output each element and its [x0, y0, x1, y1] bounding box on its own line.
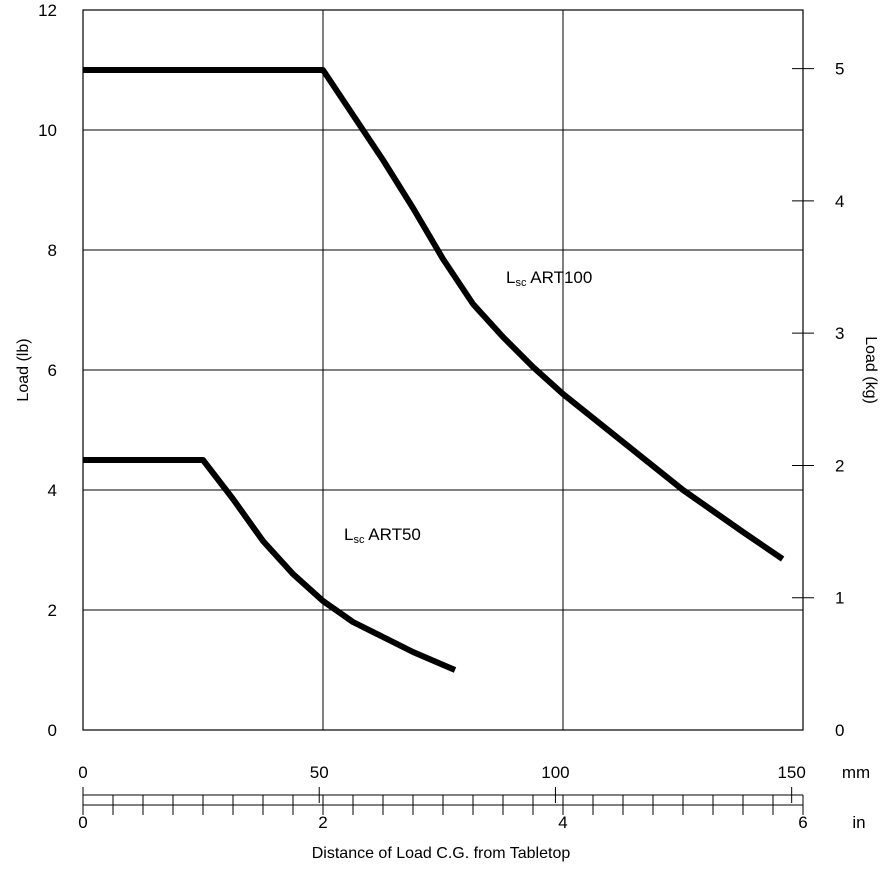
left-y-tick-labels: 0 2 4 6 8 10 12	[38, 1, 57, 740]
y2-tick-label-4: 4	[835, 192, 844, 211]
y-tick-label-4: 8	[48, 241, 57, 260]
series-label-art50: Lsc ART50	[344, 525, 421, 546]
mm-unit-label: mm	[842, 763, 870, 782]
right-y-ticks: 0 1 2 3 4 5	[792, 60, 844, 740]
series-line-art50	[83, 457, 457, 673]
y2-tick-label-0: 0	[835, 721, 844, 740]
y2-tick-label-3: 3	[835, 324, 844, 343]
mm-tick-label-2: 100	[541, 763, 569, 782]
y-tick-label-3: 6	[48, 361, 57, 380]
series-label-art100-rest: ART100	[526, 268, 592, 287]
grid	[83, 10, 803, 730]
y2-axis-title: Load (kg)	[862, 336, 879, 404]
y-tick-label-2: 4	[48, 481, 57, 500]
y-tick-label-6: 12	[38, 1, 57, 20]
mm-tick-label-1: 50	[310, 763, 329, 782]
inch-tick-label-2: 4	[558, 813, 567, 832]
y2-tick-label-1: 1	[835, 589, 844, 608]
y-tick-label-1: 2	[48, 601, 57, 620]
series-curves	[83, 67, 785, 673]
series-label-art50-sub: sc	[353, 534, 365, 546]
mm-axis: 0 50 100 150	[78, 763, 806, 803]
series-label-art100-sub: sc	[515, 277, 527, 289]
y2-tick-label-2: 2	[835, 456, 844, 475]
inch-tick-label-0: 0	[78, 813, 87, 832]
plot-frame	[82, 9, 804, 731]
inch-tick-label-1: 2	[318, 813, 327, 832]
y-tick-label-5: 10	[38, 121, 57, 140]
inch-tick-label-3: 6	[798, 813, 807, 832]
inch-unit-label: in	[852, 813, 865, 832]
series-label-art50-main: L	[344, 525, 353, 544]
mm-tick-label-0: 0	[78, 763, 87, 782]
y2-tick-label-5: 5	[835, 60, 844, 79]
y-axis-title: Load (lb)	[15, 338, 32, 401]
inch-axis: 0 2 4 6	[78, 795, 808, 832]
series-label-art50-rest: ART50	[364, 525, 420, 544]
mm-tick-label-3: 150	[777, 763, 805, 782]
x-axis-title: Distance of Load C.G. from Tabletop	[312, 845, 571, 862]
series-label-art100: Lsc ART100	[506, 268, 592, 289]
series-label-art100-main: L	[506, 268, 515, 287]
series-line-art100	[83, 67, 785, 562]
y-tick-label-0: 0	[48, 721, 57, 740]
